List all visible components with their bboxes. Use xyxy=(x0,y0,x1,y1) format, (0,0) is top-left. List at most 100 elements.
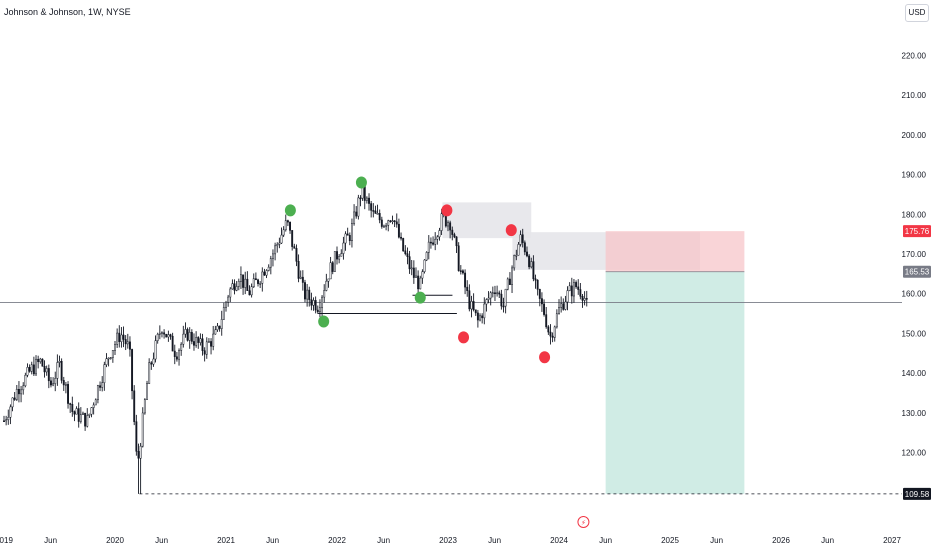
candle-body xyxy=(158,332,161,335)
candle-body xyxy=(346,233,349,236)
green-pivot-marker[interactable] xyxy=(284,204,296,217)
price-label-box xyxy=(903,265,931,278)
candle-body xyxy=(86,415,89,427)
candle-body xyxy=(378,213,381,221)
x-tick-label: 2022 xyxy=(328,536,346,545)
candle-body xyxy=(128,341,131,350)
candle-body xyxy=(466,286,469,291)
candle-body xyxy=(566,290,569,303)
candle-body xyxy=(408,256,411,270)
candle-body xyxy=(227,296,230,303)
candle-body xyxy=(449,222,452,231)
candle-body xyxy=(432,242,435,245)
candle-body xyxy=(487,297,490,300)
candle-body xyxy=(118,332,121,342)
candle-body xyxy=(272,253,274,259)
red-pivot-marker[interactable] xyxy=(441,204,453,217)
candle-body xyxy=(440,213,443,231)
candle-body xyxy=(517,244,520,256)
candle-body xyxy=(137,451,140,459)
x-tick-label: Jun xyxy=(710,536,723,545)
candle-body xyxy=(350,223,353,242)
candle-body xyxy=(395,221,398,225)
x-tick-label: 2019 xyxy=(0,536,13,545)
candle-body xyxy=(131,349,134,392)
candle-body xyxy=(180,343,183,351)
candle-body xyxy=(476,312,479,321)
candle-body xyxy=(235,286,238,291)
candle-body xyxy=(468,290,471,310)
candle-body xyxy=(353,211,356,224)
y-tick-label: 130.00 xyxy=(902,409,927,418)
candle-body xyxy=(425,252,428,261)
candle-body xyxy=(26,367,29,376)
candle-body xyxy=(562,303,565,310)
red-pivot-marker[interactable] xyxy=(505,224,517,237)
x-tick-label: 2025 xyxy=(661,536,679,545)
y-tick-label: 150.00 xyxy=(902,329,927,338)
take-profit-zone[interactable] xyxy=(605,271,745,494)
candle-body xyxy=(513,255,516,269)
green-pivot-marker[interactable] xyxy=(414,291,426,304)
candle-body xyxy=(280,234,283,244)
candle-body xyxy=(199,338,202,343)
candle-body xyxy=(479,315,481,321)
candle-body xyxy=(581,296,584,301)
candle-body xyxy=(195,337,198,346)
green-pivot-marker[interactable] xyxy=(318,315,330,328)
candle-body xyxy=(84,412,87,427)
candle-body xyxy=(383,225,385,228)
candle-body xyxy=(387,220,390,226)
candle-body xyxy=(543,303,546,315)
currency-button[interactable]: USD xyxy=(905,4,929,22)
candle-body xyxy=(355,211,358,217)
green-pivot-marker[interactable] xyxy=(355,176,367,189)
candle-body xyxy=(154,340,157,360)
candle-body xyxy=(28,367,31,372)
candle-body xyxy=(92,404,95,408)
x-tick-label: Jun xyxy=(155,536,168,545)
candle-body xyxy=(152,358,155,365)
markers-layer xyxy=(284,176,551,364)
candle-body xyxy=(231,283,234,290)
candle-body xyxy=(250,286,253,296)
candle-body xyxy=(560,303,563,308)
candle-body xyxy=(79,414,82,422)
candle-body xyxy=(96,385,99,401)
y-tick-label: 120.00 xyxy=(902,449,927,458)
candle-body xyxy=(67,384,69,404)
candle-body xyxy=(133,390,136,422)
candle-body xyxy=(216,325,219,331)
stop-loss-zone[interactable] xyxy=(605,231,745,272)
candle-body xyxy=(526,251,528,257)
red-pivot-marker[interactable] xyxy=(539,351,551,364)
candle-body xyxy=(175,356,178,360)
candle-body xyxy=(124,339,127,345)
candle-body xyxy=(397,223,400,238)
candle-body xyxy=(82,412,84,415)
candle-body xyxy=(453,234,456,238)
price-label: 175.76 xyxy=(905,227,930,236)
candle-body xyxy=(107,357,110,360)
candle-body xyxy=(532,261,535,280)
candle-body xyxy=(579,289,582,297)
candle-body xyxy=(342,242,345,254)
candle-body xyxy=(101,382,104,388)
candle-body xyxy=(54,378,57,384)
red-pivot-marker[interactable] xyxy=(458,331,470,344)
candle-body xyxy=(297,261,300,279)
candle-body xyxy=(286,220,289,223)
candle-body xyxy=(274,245,277,255)
event-icon[interactable] xyxy=(577,516,590,528)
x-tick-label: Jun xyxy=(44,536,57,545)
candle-body xyxy=(222,307,225,320)
candle-body xyxy=(481,315,484,319)
candle-body xyxy=(17,388,20,395)
candle-body xyxy=(43,366,46,373)
candle-body xyxy=(233,283,236,291)
candle-body xyxy=(494,292,496,294)
candle-body xyxy=(186,329,189,341)
candle-body xyxy=(122,334,125,340)
